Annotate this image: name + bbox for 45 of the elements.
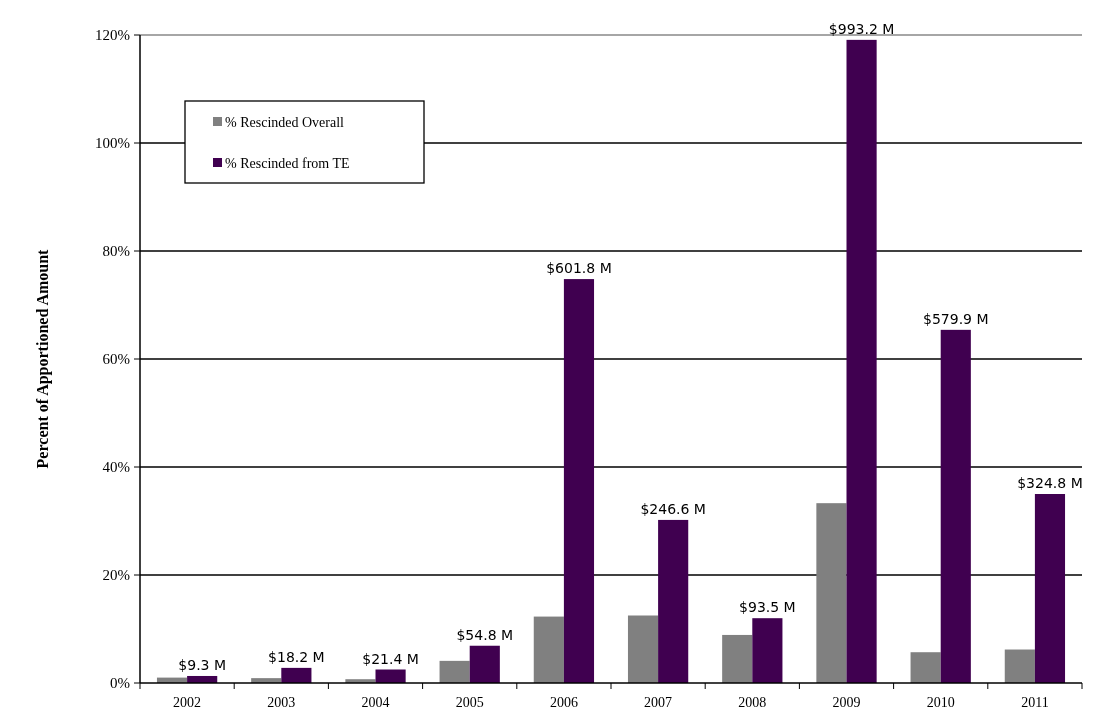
bar [722, 634, 753, 683]
y-axis-title: Percent of Apportioned Amount [34, 248, 52, 469]
bar [627, 615, 659, 683]
x-tick-label: 2006 [549, 695, 578, 710]
annotation: $93.5 M [739, 599, 796, 616]
annotation: $54.8 M [456, 626, 514, 643]
bar [940, 329, 971, 683]
legend-label: % Rescinded from TE [225, 155, 350, 171]
bar [439, 660, 470, 683]
y-tick-label: 0% [110, 675, 130, 692]
y-tick-label: 20% [102, 567, 130, 584]
annotation: $18.2 M [268, 648, 325, 665]
bar [910, 652, 941, 683]
annotation: $579.9 M [923, 310, 989, 327]
x-tick-label: 2007 [644, 695, 673, 710]
bar [563, 279, 595, 683]
y-tick-label: 40% [102, 459, 130, 476]
bar [846, 39, 877, 683]
bar [533, 616, 564, 683]
y-tick-label: 80% [102, 243, 130, 260]
bar [1034, 494, 1066, 683]
bar [752, 618, 783, 683]
y-tick-label: 120% [95, 27, 130, 44]
annotation: $21.4 M [362, 650, 419, 667]
x-tick-label: 2011 [1021, 695, 1049, 710]
bar [281, 667, 312, 683]
legend-label: % Rescinded Overall [225, 114, 345, 130]
x-tick-label: 2003 [267, 695, 296, 710]
x-tick-label: 2008 [738, 695, 767, 710]
bar [1004, 649, 1035, 683]
annotation: $9.3 M [178, 656, 227, 673]
annotation: $993.2 M [828, 20, 895, 37]
bar [816, 503, 847, 683]
x-tick-label: 2010 [926, 695, 955, 710]
y-tick-label: 60% [102, 351, 130, 368]
x-tick-label: 2004 [361, 695, 390, 710]
bar [469, 645, 500, 683]
annotation: $601.8 M [546, 260, 612, 277]
x-tick-label: 2002 [173, 695, 202, 710]
bar [658, 519, 689, 683]
x-tick-label: 2009 [832, 695, 861, 710]
x-tick-label: 2005 [455, 695, 484, 710]
annotation: $246.6 M [640, 500, 706, 517]
annotation: $324.8 M [1017, 475, 1083, 491]
y-tick-label: 100% [95, 135, 130, 152]
